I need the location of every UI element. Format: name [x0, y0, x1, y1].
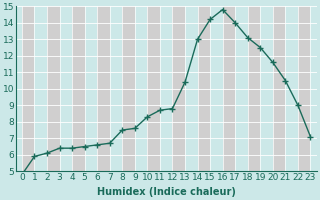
Bar [148, 6, 160, 171]
Bar [172, 6, 185, 171]
Bar [197, 6, 210, 171]
Bar [273, 6, 285, 171]
Bar [298, 6, 310, 171]
Bar [97, 6, 110, 171]
Bar [248, 6, 260, 171]
Bar [122, 6, 135, 171]
Bar [22, 6, 35, 171]
Bar [223, 6, 235, 171]
X-axis label: Humidex (Indice chaleur): Humidex (Indice chaleur) [97, 187, 236, 197]
Bar [72, 6, 85, 171]
Bar [47, 6, 60, 171]
